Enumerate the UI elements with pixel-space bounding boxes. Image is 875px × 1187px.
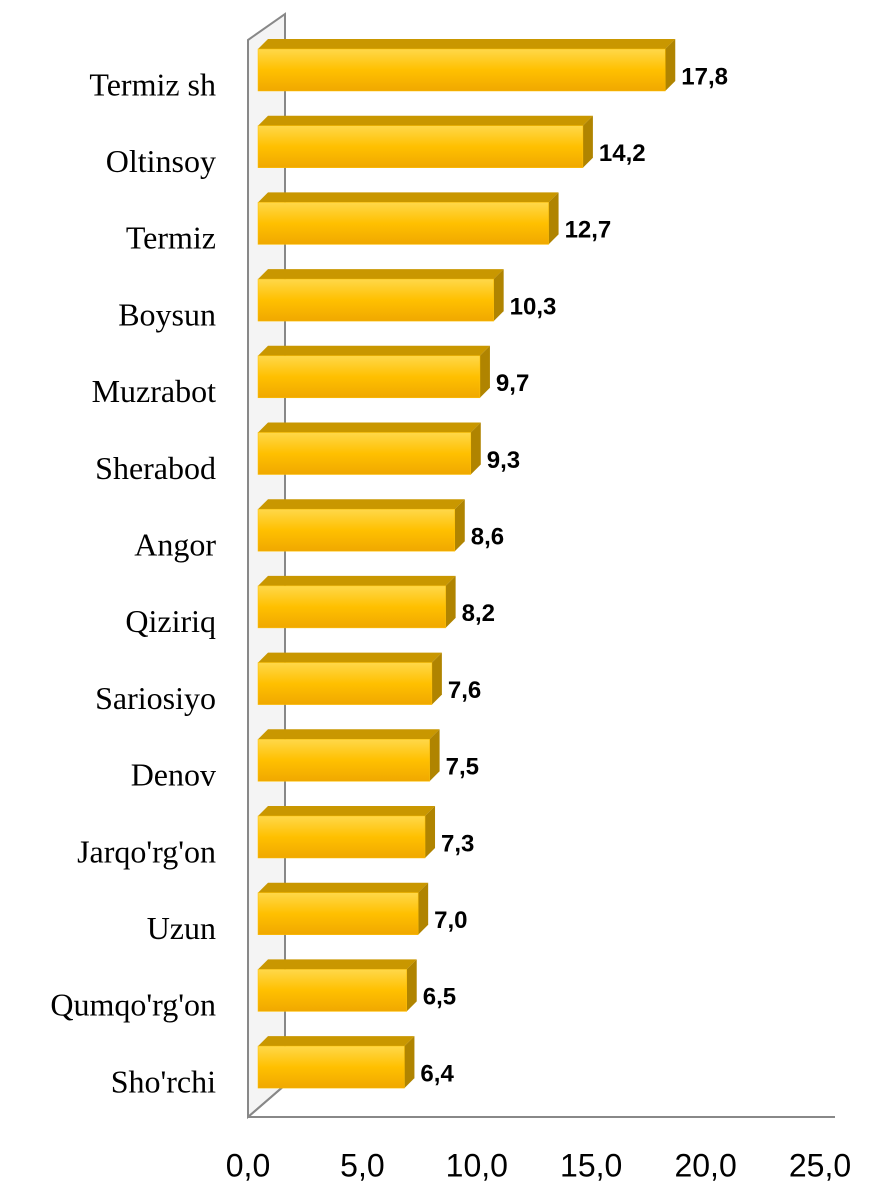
value-label: 12,7 (565, 217, 612, 244)
bar (257, 585, 446, 629)
category-label: Angor (134, 527, 216, 563)
bar-side (406, 959, 417, 1012)
bar (257, 969, 407, 1012)
category-label: Sho'rchi (111, 1063, 216, 1099)
bar-side (418, 882, 429, 935)
bar-side (479, 345, 490, 398)
bar-side (404, 1036, 415, 1089)
bar (257, 892, 419, 935)
category-label: Denov (131, 757, 216, 793)
bar (257, 48, 666, 92)
category-label: Jarqo'rg'on (77, 833, 216, 869)
bar-side (493, 269, 504, 322)
x-tick-label: 0,0 (226, 1147, 270, 1183)
value-label: 7,0 (434, 907, 467, 934)
bar-top (258, 729, 440, 740)
bar (257, 1045, 405, 1089)
category-label: Sherabod (95, 450, 216, 486)
value-label: 8,6 (471, 524, 504, 551)
bar (257, 202, 549, 245)
value-label: 14,2 (599, 140, 646, 167)
bar (257, 815, 426, 859)
bar (257, 355, 481, 399)
bar-top (258, 192, 559, 203)
bar-top (258, 1036, 415, 1047)
value-label: 8,2 (462, 600, 495, 627)
bar-side (582, 115, 593, 168)
value-label: 6,4 (420, 1060, 454, 1087)
bar (257, 662, 433, 705)
bar-top (258, 652, 442, 663)
bar-top (258, 959, 417, 970)
x-tick-label: 20,0 (674, 1147, 736, 1183)
x-tick-label: 25,0 (789, 1147, 851, 1183)
value-label: 17,8 (681, 63, 728, 90)
value-label: 7,5 (446, 754, 479, 781)
bar (257, 278, 494, 322)
category-label: Termiz (126, 220, 216, 256)
category-label: Termiz sh (89, 66, 216, 102)
axes-frame (247, 12, 835, 1120)
value-label: 9,7 (496, 370, 529, 397)
x-tick-label: 15,0 (560, 1147, 622, 1183)
bar-side (548, 192, 559, 245)
category-label: Oltinsoy (106, 143, 216, 179)
bar-side (454, 499, 465, 552)
bar-top (258, 115, 593, 126)
bar-side (445, 575, 456, 628)
bar-top (258, 422, 481, 433)
value-label: 6,5 (423, 984, 456, 1011)
bar-top (258, 269, 504, 280)
category-label: Sariosiyo (95, 680, 216, 716)
value-label: 7,3 (441, 830, 474, 857)
value-label: 7,6 (448, 677, 481, 704)
bar-top (258, 499, 465, 510)
bar-side (431, 652, 442, 705)
category-label: Boysun (118, 296, 216, 332)
category-label: Qiziriq (125, 603, 216, 639)
category-label: Qumqo'rg'on (50, 987, 216, 1023)
x-tick-label: 5,0 (340, 1147, 384, 1183)
bar-side (425, 806, 436, 858)
bar-top (258, 882, 429, 893)
bar (257, 125, 584, 168)
bar (257, 508, 456, 552)
value-label: 9,3 (487, 447, 520, 474)
category-label: Uzun (147, 910, 216, 946)
value-label: 10,3 (510, 293, 557, 320)
bar-top (258, 345, 490, 356)
bar-top (258, 575, 456, 586)
category-label: Muzrabot (92, 373, 217, 409)
bar (257, 739, 430, 782)
bar-side (429, 729, 440, 782)
bar-top (258, 806, 436, 816)
bar (257, 432, 472, 475)
bar-side (470, 422, 481, 475)
x-tick-label: 10,0 (446, 1147, 508, 1183)
bar-top (258, 39, 676, 49)
bar-side (665, 39, 676, 91)
